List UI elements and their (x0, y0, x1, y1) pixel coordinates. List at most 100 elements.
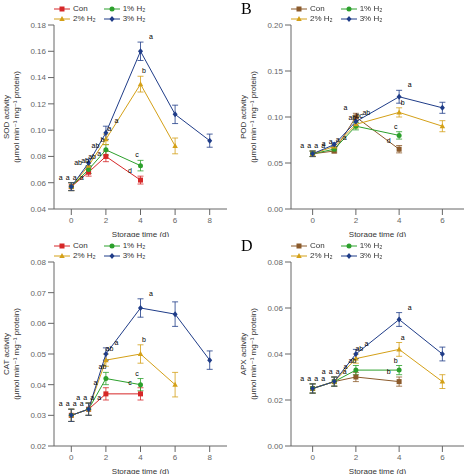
svg-text:a: a (300, 142, 304, 149)
svg-text:b: b (387, 368, 391, 375)
svg-text:a: a (66, 400, 70, 407)
svg-text:a: a (329, 368, 333, 375)
svg-text:a: a (59, 400, 63, 407)
svg-text:b: b (401, 99, 405, 106)
svg-text:b: b (100, 136, 104, 143)
svg-text:a: a (343, 104, 347, 111)
svg-text:d: d (387, 137, 391, 144)
svg-text:0.10: 0.10 (30, 126, 46, 135)
svg-text:SOD activity(μmol min⁻¹ mg⁻¹ p: SOD activity(μmol min⁻¹ mg⁻¹ protein) (8, 71, 21, 163)
svg-text:a: a (336, 368, 340, 375)
svg-text:c: c (135, 370, 139, 377)
svg-text:0.04: 0.04 (267, 350, 283, 359)
svg-text:a: a (59, 174, 63, 181)
svg-text:0.20: 0.20 (267, 21, 283, 30)
svg-text:a: a (343, 368, 347, 375)
svg-text:8: 8 (207, 216, 212, 225)
svg-text:4: 4 (397, 453, 402, 462)
svg-text:0.06: 0.06 (267, 304, 283, 313)
svg-text:b: b (394, 357, 398, 364)
svg-text:ab: ab (99, 363, 107, 370)
svg-text:a: a (336, 136, 340, 143)
svg-text:a: a (321, 142, 325, 149)
svg-text:Storage time (d): Storage time (d) (112, 230, 170, 237)
svg-text:0.06: 0.06 (30, 179, 46, 188)
svg-text:2: 2 (354, 216, 359, 225)
svg-text:a: a (73, 174, 77, 181)
svg-text:a: a (149, 33, 153, 40)
svg-text:a: a (307, 375, 311, 382)
svg-text:a: a (307, 142, 311, 149)
svg-text:0.05: 0.05 (267, 159, 283, 168)
svg-text:ab: ab (88, 153, 96, 160)
svg-text:ab: ab (355, 345, 363, 352)
svg-text:0.00: 0.00 (267, 205, 283, 214)
svg-text:0.00: 0.00 (267, 442, 283, 451)
svg-text:a: a (401, 334, 405, 341)
svg-text:0.14: 0.14 (30, 73, 46, 82)
svg-text:b: b (142, 67, 146, 74)
svg-text:0.04: 0.04 (30, 381, 46, 390)
svg-text:a: a (114, 339, 118, 346)
svg-text:0.02: 0.02 (267, 396, 283, 405)
svg-text:6: 6 (173, 453, 178, 462)
svg-text:2: 2 (354, 453, 359, 462)
svg-text:ab: ab (362, 109, 370, 116)
svg-text:b: b (142, 336, 146, 343)
svg-text:a: a (114, 117, 118, 124)
svg-text:a: a (314, 375, 318, 382)
svg-text:0: 0 (69, 216, 74, 225)
svg-text:0: 0 (69, 453, 74, 462)
svg-text:a: a (343, 134, 347, 141)
svg-text:4: 4 (138, 453, 143, 462)
svg-text:APX activity(μmol min⁻¹ mg⁻¹ p: APX activity(μmol min⁻¹ mg⁻¹ protein) (239, 308, 258, 400)
svg-text:a: a (90, 394, 94, 401)
svg-text:0.03: 0.03 (30, 411, 46, 420)
svg-text:0.18: 0.18 (30, 21, 46, 30)
svg-text:0.15: 0.15 (267, 67, 283, 76)
svg-text:d: d (128, 167, 132, 174)
svg-text:0.08: 0.08 (30, 152, 46, 161)
svg-text:4: 4 (138, 216, 143, 225)
svg-text:a: a (80, 400, 84, 407)
svg-text:0.07: 0.07 (30, 289, 46, 298)
svg-text:6: 6 (440, 453, 445, 462)
svg-text:c: c (135, 151, 139, 158)
svg-text:0.08: 0.08 (267, 258, 283, 267)
svg-text:2: 2 (104, 453, 109, 462)
svg-text:CAT activity(μmol min⁻¹ mg⁻¹ p: CAT activity(μmol min⁻¹ mg⁻¹ protein) (8, 308, 21, 400)
svg-text:4: 4 (397, 216, 402, 225)
svg-text:0: 0 (310, 453, 315, 462)
svg-text:a: a (80, 174, 84, 181)
svg-text:0.16: 0.16 (30, 47, 46, 56)
svg-text:a: a (107, 125, 111, 132)
svg-text:a: a (408, 304, 412, 311)
svg-text:ab: ab (348, 357, 356, 364)
svg-text:a: a (149, 290, 153, 297)
svg-text:c: c (128, 379, 132, 386)
svg-text:a: a (93, 379, 97, 386)
svg-text:a: a (73, 400, 77, 407)
svg-text:6: 6 (173, 216, 178, 225)
svg-text:0.08: 0.08 (30, 258, 46, 267)
svg-text:ab: ab (106, 345, 114, 352)
svg-text:6: 6 (440, 216, 445, 225)
svg-text:ab: ab (92, 142, 100, 149)
svg-text:0: 0 (310, 216, 315, 225)
svg-text:POD activity(μmol min⁻¹ mg⁻¹ p: POD activity(μmol min⁻¹ mg⁻¹ protein) (239, 71, 258, 163)
svg-text:Storage time (d): Storage time (d) (349, 467, 407, 474)
svg-text:a: a (408, 81, 412, 88)
svg-text:0.04: 0.04 (30, 205, 46, 214)
svg-text:a: a (97, 394, 101, 401)
svg-text:a: a (329, 138, 333, 145)
svg-text:c: c (394, 123, 398, 130)
svg-text:0.05: 0.05 (30, 350, 46, 359)
svg-text:0.10: 0.10 (267, 113, 283, 122)
svg-text:Storage time (d): Storage time (d) (112, 467, 170, 474)
svg-text:0.02: 0.02 (30, 442, 46, 451)
svg-text:a: a (364, 340, 368, 347)
svg-text:a: a (66, 174, 70, 181)
svg-text:Storage time (d): Storage time (d) (349, 230, 407, 237)
svg-text:8: 8 (207, 453, 212, 462)
svg-text:a: a (321, 375, 325, 382)
